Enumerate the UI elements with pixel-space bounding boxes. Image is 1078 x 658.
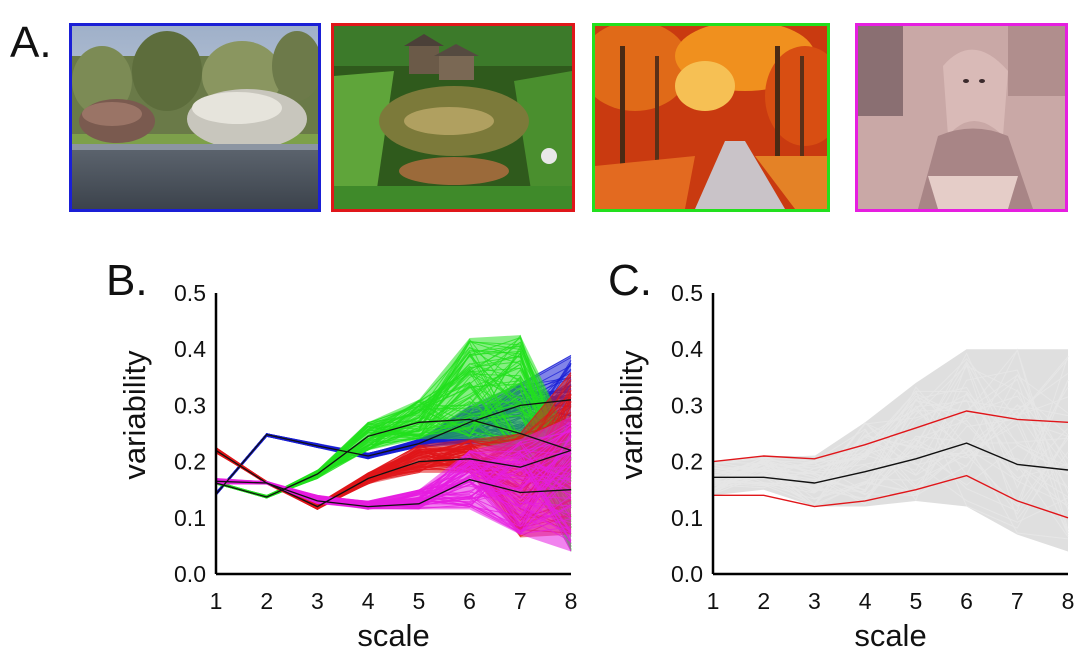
y-axis-label: variability (117, 350, 152, 480)
panel-b-label: B. (106, 256, 148, 305)
band-trace-line (712, 352, 1069, 538)
series-2-line (713, 474, 1069, 519)
band-trace-line (712, 454, 1069, 496)
band-trace-line (712, 364, 1069, 521)
x-tick-label: 8 (1062, 588, 1075, 614)
y-tick-label: 0.4 (174, 336, 206, 362)
panel-a-label: A. (10, 18, 52, 67)
band-trace-line (712, 423, 1069, 534)
y-tick-label: 0.3 (174, 392, 206, 418)
rocks-photo-image (72, 26, 318, 209)
band-trace-line (712, 422, 1069, 523)
series-2-mean-line (215, 449, 572, 508)
band-trace-line (712, 418, 1069, 506)
y-tick-label: 0.2 (174, 449, 206, 475)
x-tick-label: 1 (210, 588, 223, 614)
thumbnail-watermill (331, 23, 575, 212)
series-1-envelope (216, 335, 571, 552)
band-trace-line (712, 348, 1069, 511)
y-axis-label: variability (614, 350, 649, 480)
y-tick-label: 0.3 (671, 392, 703, 418)
x-tick-label: 5 (412, 588, 425, 614)
series-3-envelope (216, 416, 571, 552)
series-1-line (712, 410, 1069, 463)
y-tick-label: 0.0 (174, 561, 206, 587)
series-1-mean-line (215, 418, 572, 498)
y-tick-label: 0.5 (671, 280, 703, 306)
x-tick-label: 2 (260, 588, 273, 614)
y-tick-label: 0.1 (174, 505, 206, 531)
x-tick-label: 6 (463, 588, 476, 614)
band-trace-line (712, 395, 1069, 489)
chart-panel-b: 1 2 3 4 5 6 7 8 0.0 0.1 0.2 0.3 0.4 0.5 scale variabili… (117, 280, 577, 653)
band-trace-line (712, 386, 1069, 505)
thumbnail-portrait (855, 23, 1068, 212)
series-0-mean-line (215, 399, 572, 495)
series-0-line (713, 442, 1069, 484)
thumbnail-autumn (592, 23, 830, 212)
band-trace-line (712, 434, 1069, 515)
thumbnail-rocks (69, 23, 321, 212)
x-tick-label: 6 (960, 588, 973, 614)
band-trace-line (712, 398, 1069, 507)
x-tick-label: 3 (311, 588, 324, 614)
panel-c-label: C. (608, 256, 652, 305)
band-trace-line (712, 380, 1069, 505)
band-trace-line (712, 390, 1069, 529)
band-trace-line (712, 442, 1069, 487)
x-tick-label: 4 (362, 588, 375, 614)
y-tick-label: 0.4 (671, 336, 703, 362)
x-tick-label: 7 (1011, 588, 1024, 614)
x-tick-label: 5 (909, 588, 922, 614)
x-axis-label: scale (357, 618, 429, 653)
x-tick-label: 3 (808, 588, 821, 614)
x-tick-label: 7 (514, 588, 527, 614)
y-tick-label: 0.0 (671, 561, 703, 587)
chart-panel-c: 1 2 3 4 5 6 7 8 0.0 0.1 0.2 0.3 0.4 0.5 scale variabili… (614, 280, 1074, 653)
x-tick-label: 8 (565, 588, 578, 614)
y-tick-label: 0.2 (671, 449, 703, 475)
x-axis-label: scale (854, 618, 926, 653)
band-trace-line (712, 435, 1069, 540)
y-tick-label: 0.5 (174, 280, 206, 306)
autumn-forest-photo-image (595, 26, 827, 209)
series-3-mean-line (215, 478, 572, 508)
x-tick-label: 1 (707, 588, 720, 614)
x-tick-label: 2 (757, 588, 770, 614)
x-tick-label: 4 (859, 588, 872, 614)
watermill-photo-image (334, 26, 572, 209)
y-tick-label: 0.1 (671, 505, 703, 531)
portrait-photo-image (858, 26, 1065, 209)
